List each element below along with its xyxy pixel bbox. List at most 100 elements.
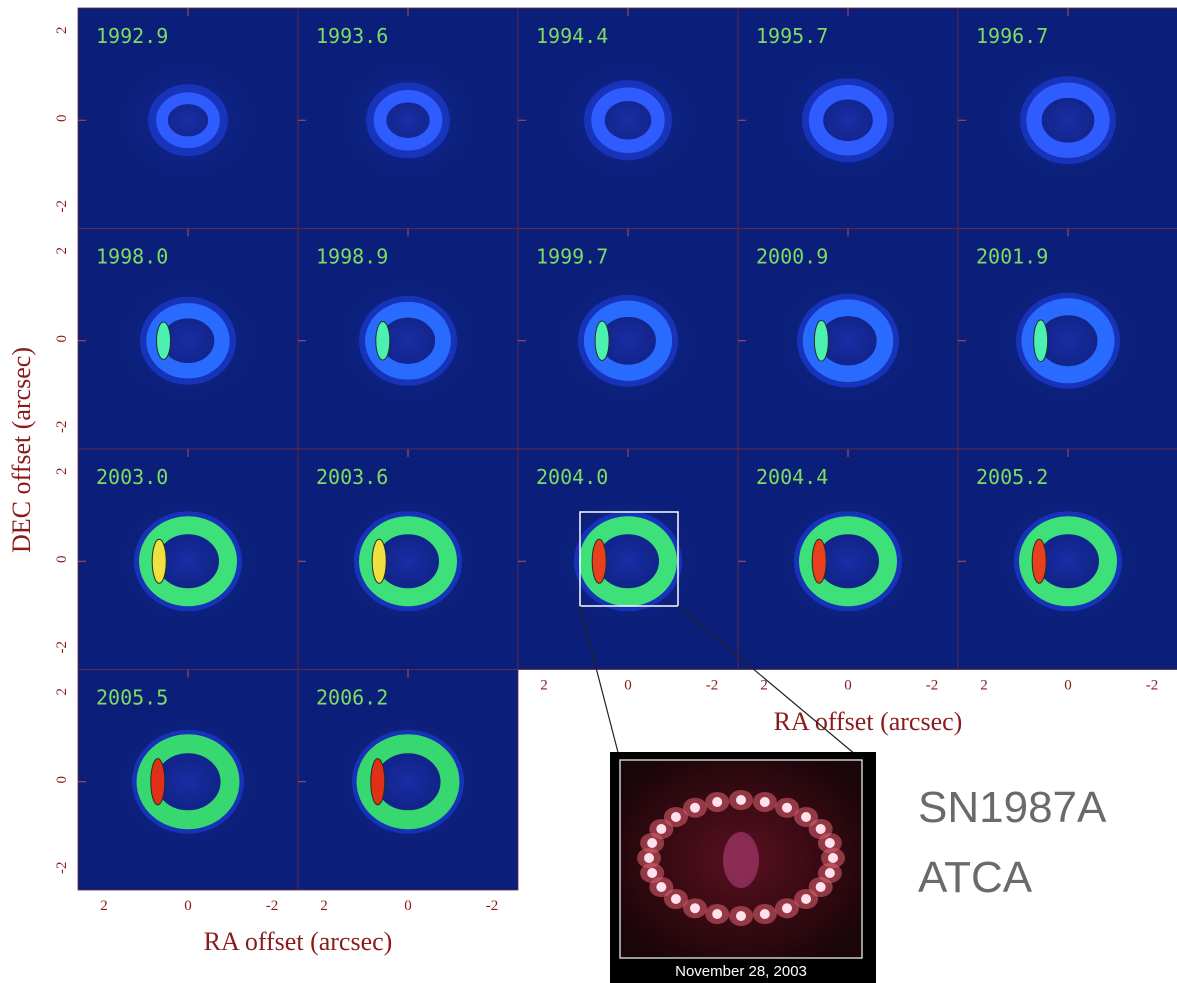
x-tick-label: 2 [540,678,548,694]
y-tick-label: 2 [54,688,70,696]
y-tick-label: -2 [54,200,70,213]
panel: 2003.6 [298,449,518,670]
glow [768,50,928,190]
y-tick-label: -2 [54,862,70,875]
ring-lobe [592,539,606,583]
x-axis-label: RA offset (arcsec) [204,927,393,956]
x-tick-label: -2 [706,678,719,694]
ring-lobe [157,322,171,359]
epoch-label: 1999.7 [536,245,608,269]
x-tick-label: -2 [486,898,499,914]
epoch-label: 1995.7 [756,24,828,48]
y-tick-label: -2 [54,421,70,434]
inset-caption: November 28, 2003 [675,963,807,980]
hotspot [828,853,838,863]
side-text: SN1987A [918,783,1107,832]
hotspot [671,894,681,904]
epoch-label: 2004.4 [756,465,828,489]
hotspot [825,838,835,848]
glow [988,50,1148,190]
hotspot [801,812,811,822]
panel: 2001.9 [958,229,1177,450]
glow [328,50,488,190]
y-tick-label: -2 [54,641,70,654]
hotspot [647,838,657,848]
glow [548,271,708,411]
panel: 1992.9 [78,8,298,229]
ring-lobe [595,321,609,361]
epoch-label: 1992.9 [96,24,168,48]
panel: 2005.2 [958,449,1177,670]
hotspot [647,868,657,878]
panel: 2000.9 [738,229,958,450]
ring-lobe [1032,539,1046,583]
hotspot [760,909,770,919]
x-tick-label: 2 [320,898,328,914]
x-tick-label: -2 [266,898,279,914]
glow [108,50,268,190]
epoch-label: 2000.9 [756,245,828,269]
x-tick-label: 0 [404,898,412,914]
epoch-label: 1998.0 [96,245,168,269]
ring-lobe [372,539,386,583]
hotspot [690,803,700,813]
glow [328,271,488,411]
panel: 2006.2 [298,670,518,891]
epoch-label: 2005.2 [976,465,1048,489]
hotspot [656,882,666,892]
y-tick-label: 0 [54,556,70,564]
x-tick-label: 2 [100,898,108,914]
ring-lobe [151,759,165,805]
epoch-label: 1993.6 [316,24,388,48]
x-tick-label: 0 [624,678,632,694]
glow [548,50,708,190]
panel: 1999.7 [518,229,738,450]
figure: 1992.9 2 0 -2 1993.6 1994.4 1995.7 1996.7 1998.0… [0,0,1177,983]
hotspot [760,797,770,807]
panel: 2004.4 [738,449,958,670]
epoch-label: 1994.4 [536,24,608,48]
y-axis-label: DEC offset (arcsec) [7,347,36,553]
ring-lobe [812,539,826,583]
ring-lobe [376,322,390,361]
y-tick-label: 0 [54,776,70,784]
x-tick-label: 0 [184,898,192,914]
glow [988,271,1148,411]
epoch-label: 2004.0 [536,465,608,489]
x-axis-label: RA offset (arcsec) [774,707,963,736]
ring-lobe [371,759,385,805]
glow [108,271,268,411]
epoch-label: 1998.9 [316,245,388,269]
hotspot [656,824,666,834]
hotspot [712,797,722,807]
epoch-label: 2003.0 [96,465,168,489]
hotspot [644,853,654,863]
y-tick-label: 2 [54,468,70,476]
x-tick-label: 0 [1064,678,1072,694]
hotspot [816,824,826,834]
hotspot [736,911,746,921]
epoch-label: 2006.2 [316,686,388,710]
panel: 1993.6 [298,8,518,229]
panel: 1998.9 [298,229,518,450]
hotspot [712,909,722,919]
panel: 2004.0 [518,449,738,670]
epoch-label: 2001.9 [976,245,1048,269]
epoch-label: 1996.7 [976,24,1048,48]
ring-lobe [152,539,166,583]
x-tick-label: -2 [926,678,939,694]
panel: 1995.7 [738,8,958,229]
inset: November 28, 2003 [610,752,876,983]
panel: 1994.4 [518,8,738,229]
panel: 2003.0 [78,449,298,670]
ring-lobe [1034,320,1048,362]
hotspot [782,803,792,813]
hotspot [690,903,700,913]
y-tick-label: 0 [54,115,70,123]
side-text: ATCA [918,853,1033,902]
x-tick-label: 0 [844,678,852,694]
hotspot [801,894,811,904]
panel: 1996.7 [958,8,1177,229]
y-tick-label: 2 [54,247,70,255]
x-tick-label: -2 [1146,678,1159,694]
